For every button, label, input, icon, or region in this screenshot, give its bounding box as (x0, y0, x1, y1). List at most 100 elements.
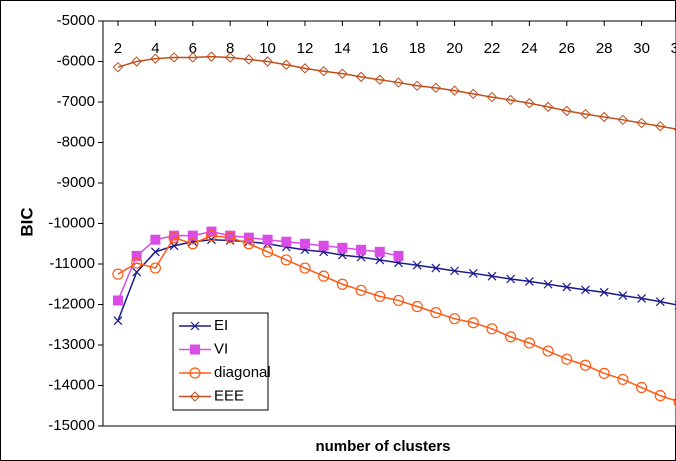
x-axis-label: number of clusters (315, 438, 450, 455)
marker (150, 234, 161, 245)
marker (618, 291, 628, 301)
marker (467, 317, 479, 329)
marker (430, 82, 442, 94)
x-tick-label: 6 (189, 40, 197, 57)
x-tick-label: 26 (558, 40, 575, 57)
x-tick-label: 4 (151, 40, 159, 57)
marker (655, 297, 665, 307)
y-tick-label: -15000 (48, 417, 95, 434)
marker (112, 295, 123, 306)
marker (542, 345, 554, 357)
marker (189, 367, 201, 379)
marker (337, 242, 348, 253)
marker (150, 247, 160, 257)
x-tick-label: 32 (671, 40, 676, 57)
marker (374, 290, 386, 302)
series-line (117, 230, 399, 301)
marker (318, 66, 329, 77)
marker (299, 63, 311, 74)
marker (262, 234, 273, 245)
marker (374, 74, 385, 85)
marker (243, 232, 254, 243)
marker (412, 260, 422, 270)
marker (505, 331, 517, 343)
marker (580, 108, 591, 120)
marker (243, 54, 255, 65)
marker (524, 276, 534, 286)
x-tick-label: 18 (409, 40, 426, 57)
marker (318, 240, 329, 251)
legend-label: diagonal (214, 364, 271, 381)
legend-label: EEE (214, 387, 244, 404)
y-tick-label: -8000 (57, 133, 95, 150)
marker (190, 321, 200, 331)
marker (486, 91, 498, 103)
x-tick-label: 28 (596, 40, 613, 57)
series-line (117, 234, 676, 402)
marker (598, 111, 610, 123)
marker (450, 266, 460, 276)
marker (392, 294, 405, 307)
marker (617, 114, 629, 126)
y-tick-label: -9000 (57, 174, 95, 191)
marker (562, 282, 572, 292)
legend: EI VI diagonal EEE (172, 312, 271, 411)
marker (654, 390, 666, 402)
marker (487, 271, 497, 281)
marker (150, 53, 161, 64)
series-line (117, 55, 676, 130)
marker (190, 344, 200, 355)
marker (561, 353, 573, 365)
marker (355, 284, 367, 296)
marker (281, 236, 292, 247)
y-tick-label: -14000 (48, 376, 95, 393)
marker (187, 238, 199, 250)
y-tick-label: -12000 (48, 295, 95, 312)
marker (189, 391, 201, 402)
marker (598, 367, 610, 379)
marker (299, 238, 310, 249)
marker (411, 300, 423, 313)
x-tick-label: 12 (297, 40, 314, 57)
y-axis-label: BIC (17, 207, 36, 236)
marker (224, 52, 236, 63)
y-tick-label: -7000 (57, 93, 95, 110)
marker (261, 246, 274, 258)
marker (448, 313, 461, 325)
marker (542, 101, 554, 113)
marker (355, 71, 367, 83)
marker (224, 232, 236, 244)
marker (506, 274, 516, 284)
x-tick-label: 22 (484, 40, 501, 57)
marker (449, 85, 460, 96)
x-tick-label: 24 (521, 40, 538, 57)
y-tick-label: -6000 (57, 52, 95, 69)
marker (112, 268, 124, 280)
marker (132, 267, 142, 277)
marker (505, 94, 516, 106)
marker (336, 278, 348, 290)
y-tick-label: -11000 (49, 255, 95, 272)
marker (205, 230, 218, 242)
marker (468, 88, 479, 100)
legend-label: EI (214, 317, 228, 334)
x-tick-label: 30 (633, 40, 650, 57)
legend-label: VI (214, 340, 228, 357)
marker (318, 270, 330, 282)
marker (243, 238, 255, 250)
marker (393, 250, 404, 261)
y-tick-label: -10000 (48, 214, 95, 231)
x-tick-label: 10 (259, 40, 276, 57)
marker (337, 68, 348, 79)
marker (579, 359, 592, 371)
marker (468, 268, 478, 278)
marker (635, 381, 648, 394)
marker (636, 117, 647, 129)
marker (374, 246, 385, 257)
marker (524, 98, 535, 109)
marker (206, 51, 217, 62)
legend-box (172, 312, 269, 411)
marker (599, 287, 609, 297)
marker (430, 307, 442, 319)
